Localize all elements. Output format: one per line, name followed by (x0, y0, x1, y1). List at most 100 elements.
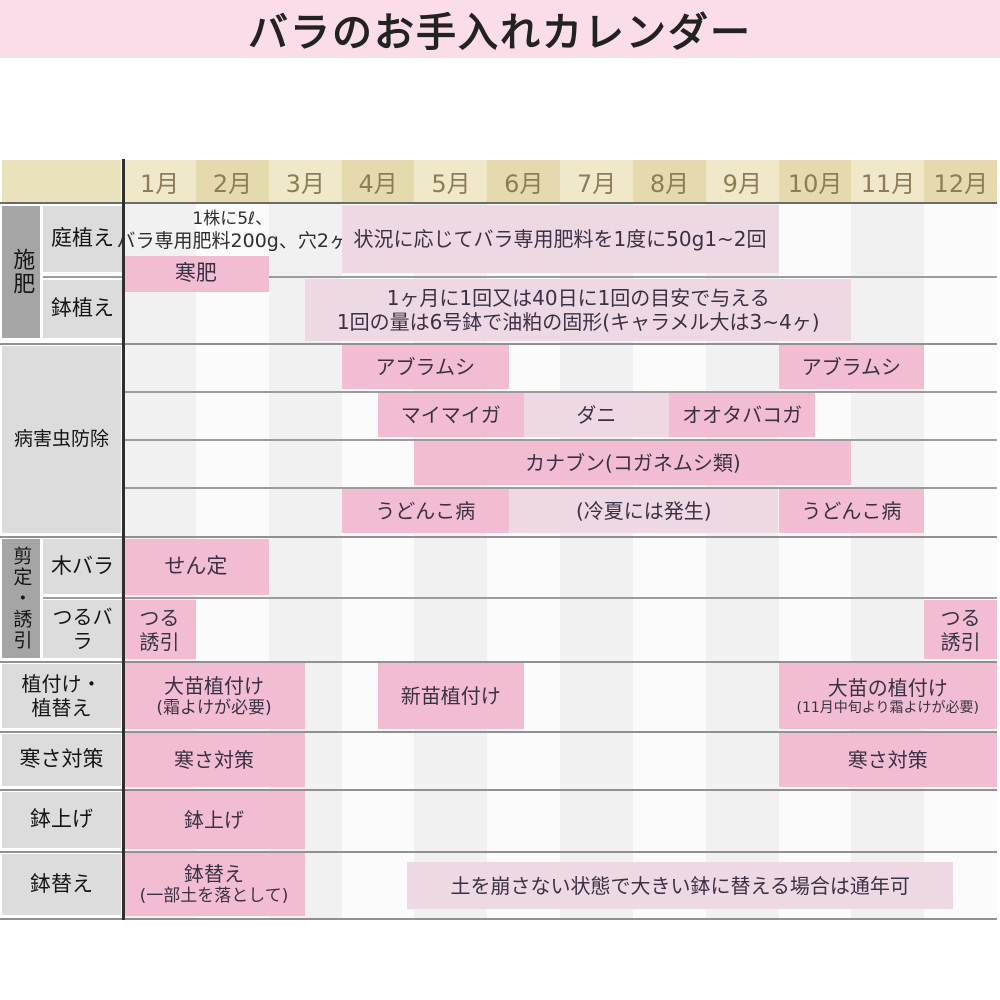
row-divider (123, 439, 997, 441)
task-bar-label: 寒肥 (174, 261, 217, 286)
task-bar-大苗植付け: 大苗植付け (霜よけが必要) (123, 663, 306, 729)
task-bar-label: 寒さ対策 (174, 748, 255, 772)
task-bar-label: ダニ (576, 403, 617, 427)
row-label-施肥: 施肥 (2, 206, 40, 338)
task-bar-土を崩さない状態で大きい鉢に替える場合は通年可: 土を崩さない状態で大きい鉢に替える場合は通年可 (407, 862, 954, 909)
task-bar-label: アブラムシ (375, 355, 475, 379)
task-bar-鉢替え: 鉢替え (一部土を落として) (123, 853, 306, 916)
task-bar-アブラムシ: アブラムシ (341, 345, 510, 389)
task-bar-アブラムシ: アブラムシ (778, 345, 925, 389)
row-label-line: 植付け・ (21, 672, 102, 696)
row-label-line: 庭植え (51, 226, 114, 251)
row-label-line: 鉢上げ (30, 807, 93, 832)
month-header-4: 4月 (341, 160, 415, 203)
row-label-line: 木バラ (51, 553, 114, 578)
task-bar-label: うどんこ病 (375, 499, 476, 523)
task-bar-label: せん定 (164, 554, 228, 579)
section-divider (0, 789, 997, 791)
task-bar-オオタバコガ: オオタバコガ (669, 393, 815, 437)
row-label-line: 施肥 (9, 248, 35, 296)
month-header-5: 5月 (414, 160, 488, 203)
row-label-植付け・植替え: 植付け・ 植替え (2, 664, 121, 728)
task-bar-label: 1ヶ月に1回又は40日に1回の目安で与える (386, 286, 770, 310)
section-divider (0, 731, 997, 733)
month-header-3: 3月 (268, 160, 342, 203)
section-divider (0, 661, 997, 663)
section-divider (0, 851, 997, 853)
task-bar-状況に応じてバラ専用肥料を1度に50g1~2回: 状況に応じてバラ専用肥料を1度に50g1~2回 (341, 205, 779, 273)
task-bar-寒さ対策: 寒さ対策 (123, 733, 306, 787)
row-label-鉢上げ: 鉢上げ (2, 792, 121, 848)
month-header-10: 10月 (778, 160, 852, 203)
month-header-11: 11月 (851, 160, 925, 203)
month-column-stripe-11 (851, 203, 925, 918)
row-label-鉢替え: 鉢替え (2, 854, 121, 915)
task-bar-label: つる (940, 605, 981, 630)
section-divider (0, 343, 997, 345)
month-header-7: 7月 (560, 160, 634, 203)
header-corner-cell (2, 160, 121, 203)
task-bar-label: 大苗植付け (164, 673, 265, 698)
row-divider (43, 276, 997, 278)
task-bar-うどんこ病: うどんこ病 (778, 489, 925, 533)
task-bar-label: 鉢替え (184, 862, 245, 887)
month-header-2: 2月 (195, 160, 270, 203)
task-bar-鉢上げ: 鉢上げ (123, 791, 306, 849)
task-bar-1ヶ月に1回又は40日に1回の目安で与える: 1ヶ月に1回又は40日に1回の目安で与える 1回の量は6号鉢で油粕の固形(キャラメ… (305, 279, 852, 341)
task-bar-label: 1株に5ℓ、 (192, 209, 273, 230)
task-bar-label: (一部土を落として) (139, 886, 289, 907)
row-divider (123, 487, 997, 489)
month-header-12: 12月 (924, 160, 998, 203)
task-bar-label: (霜よけが必要) (156, 697, 272, 718)
task-bar-label: (11月中旬より霜よけが必要) (796, 699, 979, 716)
row-label-line: つるバラ (52, 605, 113, 653)
task-bar-label: マイマイガ (400, 403, 501, 427)
row-label-line: 剪定・誘引 (10, 546, 33, 651)
row-label-寒さ対策: 寒さ対策 (2, 734, 121, 786)
task-bar-label: 誘引 (940, 629, 981, 654)
row-label-病害虫防除: 病害虫防除 (2, 346, 121, 533)
task-bar-label: うどんこ病 (801, 499, 902, 523)
row-label-つるバラ: つるバラ (43, 600, 122, 658)
task-bar-label: 新苗植付け (400, 684, 501, 708)
row-label-鉢植え: 鉢植え (43, 280, 122, 338)
month-header-9: 9月 (705, 160, 779, 203)
task-bar-label: カナブン(コガネムシ類) (525, 451, 741, 475)
task-bar-(冷夏には発生): (冷夏には発生) (509, 489, 779, 533)
chart-left-border (122, 159, 125, 920)
task-bar-ダニ: ダニ (523, 393, 670, 437)
task-bar-1株に5ℓ、: 1株に5ℓ、 バラ専用肥料200g、穴2ヶ (117, 206, 348, 256)
task-bar-うどんこ病: うどんこ病 (341, 489, 510, 533)
task-bar-label: 土を崩さない状態で大きい鉢に替える場合は通年可 (450, 873, 910, 898)
month-header-8: 8月 (632, 160, 707, 203)
row-label-line: 寒さ対策 (19, 747, 104, 772)
task-bar-label: (冷夏には発生) (575, 499, 712, 523)
task-bar-大苗の植付け: 大苗の植付け (11月中旬より霜よけが必要) (778, 663, 997, 729)
section-divider (0, 536, 997, 538)
month-header-1: 1月 (123, 160, 197, 203)
row-divider (43, 597, 997, 599)
section-divider (0, 918, 997, 920)
row-label-line: 鉢替え (30, 871, 93, 896)
row-label-剪定・誘引: 剪定・誘引 (2, 539, 40, 658)
task-bar-カナブン(コガネムシ類): カナブン(コガネムシ類) (414, 441, 852, 485)
task-bar-label: バラ専用肥料200g、穴2ヶ (116, 229, 348, 252)
task-bar-label: 1回の量は6号鉢で油粕の固形(キャラメル大は3~4ヶ) (336, 310, 820, 334)
task-bar-label: オオタバコガ (682, 403, 803, 427)
task-bar-label: 大苗の植付け (827, 675, 948, 700)
task-bar-label: 鉢上げ (184, 808, 245, 832)
task-bar-label: 寒さ対策 (847, 748, 928, 772)
task-bar-label: 状況に応じてバラ専用肥料を1度に50g1~2回 (353, 227, 767, 251)
task-bar-新苗植付け: 新苗植付け (377, 663, 524, 729)
month-column-stripe-12 (924, 203, 998, 918)
title-banner: バラのお手入れカレンダー (0, 0, 1000, 58)
task-bar-label: つる (139, 605, 180, 630)
row-divider (123, 391, 997, 393)
task-bar-つる: つる 誘引 (123, 600, 196, 659)
task-bar-つる: つる 誘引 (924, 600, 997, 659)
row-label-line: 植替え (31, 696, 92, 720)
row-label-木バラ: 木バラ (43, 539, 122, 594)
month-header-6: 6月 (487, 160, 561, 203)
